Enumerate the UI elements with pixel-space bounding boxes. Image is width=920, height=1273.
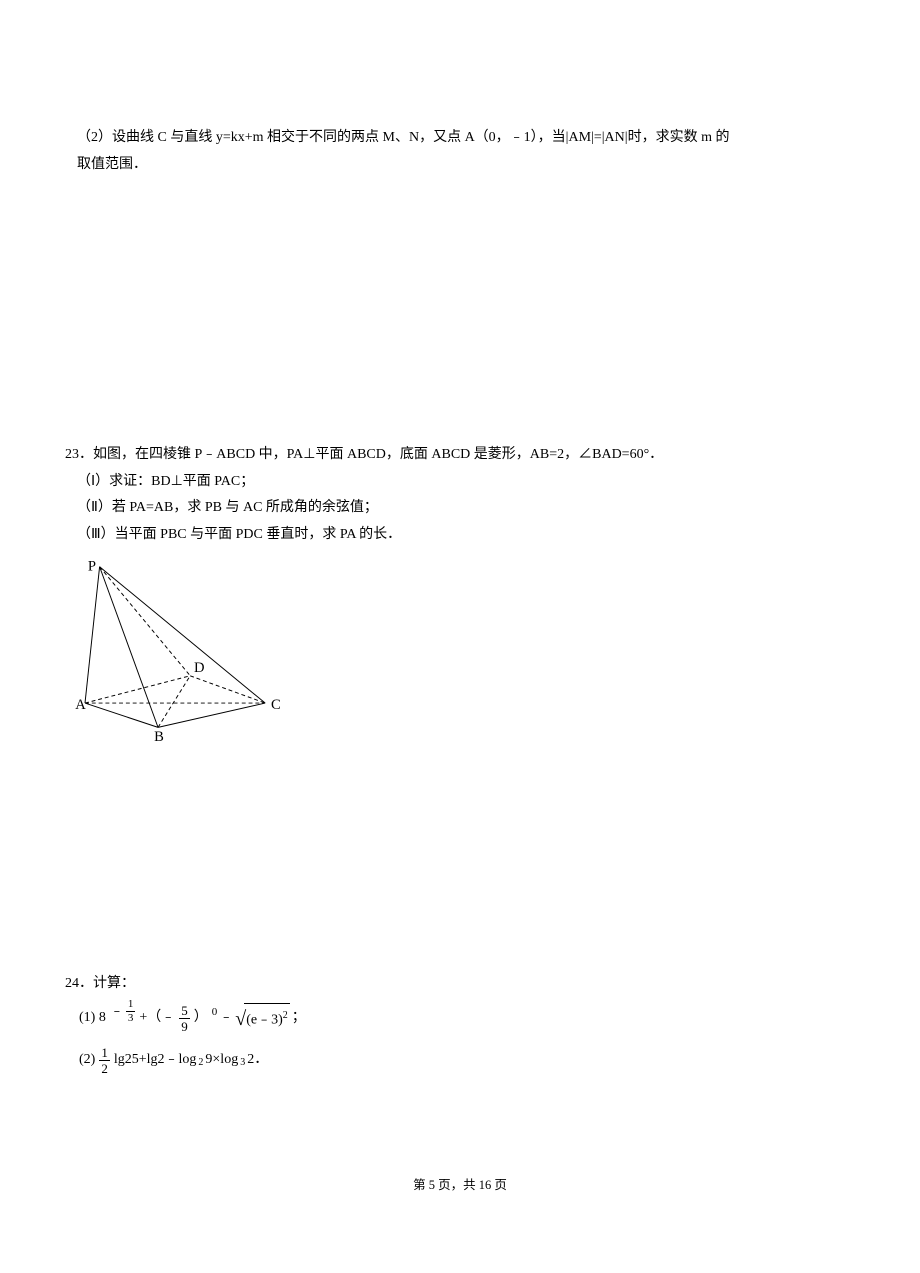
footer-suffix: 页 bbox=[491, 1178, 507, 1192]
exp-frac: 1 3 bbox=[126, 999, 136, 1024]
page-footer: 第 5 页，共 16 页 bbox=[0, 1174, 920, 1193]
exp-frac-den: 3 bbox=[126, 1012, 136, 1024]
svg-text:P: P bbox=[88, 558, 96, 574]
spacer-2 bbox=[65, 756, 855, 971]
p23-part1: （Ⅰ）求证：BD⊥平面 PAC； bbox=[65, 469, 855, 496]
p24-1-sqrt: √ (e﹣3)2 bbox=[235, 1000, 290, 1038]
p24-1-prefix: (1) 8 bbox=[79, 1005, 106, 1032]
p23-intro: 23．如图，在四棱锥 P﹣ABCD 中，PA⊥平面 ABCD，底面 ABCD 是… bbox=[65, 442, 855, 469]
spacer-1 bbox=[65, 182, 855, 442]
problem-23: 23．如图，在四棱锥 P﹣ABCD 中，PA⊥平面 ABCD，底面 ABCD 是… bbox=[65, 442, 855, 752]
sqrt-inner: (e﹣3) bbox=[246, 1013, 283, 1028]
p22-line1: （2）设曲线 C 与直线 y=kx+m 相交于不同的两点 M、N，又点 A（0，… bbox=[65, 125, 855, 152]
problem-24: 24．计算： (1) 8 ﹣ 1 3 +（﹣ 5 9 ） 0 ﹣ √ (e﹣3 bbox=[65, 971, 855, 1082]
pyramid-svg: P A B C D bbox=[75, 557, 280, 742]
p23-part2: （Ⅱ）若 PA=AB，求 PB 与 AC 所成角的余弦值； bbox=[65, 495, 855, 522]
neg-sign: ﹣ bbox=[110, 999, 124, 1026]
footer-prefix: 第 bbox=[413, 1178, 429, 1192]
p22-line2: 取值范围． bbox=[65, 152, 855, 179]
p24-intro: 24．计算： bbox=[65, 971, 855, 998]
page-content: （2）设曲线 C 与直线 y=kx+m 相交于不同的两点 M、N，又点 A（0，… bbox=[0, 0, 920, 1082]
sqrt-exp: 2 bbox=[283, 1010, 288, 1021]
p24-2-sub2: 3 bbox=[240, 1053, 245, 1072]
p24-2-sub1: 2 bbox=[198, 1053, 203, 1072]
svg-text:A: A bbox=[75, 696, 86, 712]
p24-1-semi: ； bbox=[292, 1005, 306, 1032]
p24-2-tail: 2． bbox=[247, 1047, 268, 1074]
p24-part1: (1) 8 ﹣ 1 3 +（﹣ 5 9 ） 0 ﹣ √ (e﹣3)2 bbox=[65, 998, 855, 1040]
svg-text:D: D bbox=[194, 659, 205, 675]
p23-part3: （Ⅲ）当平面 PBC 与平面 PDC 垂直时，求 PA 的长． bbox=[65, 522, 855, 549]
svg-text:C: C bbox=[271, 696, 280, 712]
frac1-den: 2 bbox=[99, 1061, 110, 1075]
footer-total: 16 bbox=[479, 1178, 492, 1192]
p24-1-zero: 0 bbox=[212, 1002, 218, 1023]
p24-2-middle: lg25+lg2﹣log bbox=[114, 1047, 197, 1074]
footer-mid: 页，共 bbox=[435, 1178, 479, 1192]
sqrt-body: (e﹣3)2 bbox=[244, 1003, 290, 1034]
svg-text:B: B bbox=[154, 729, 164, 742]
p24-1-minus: ﹣ bbox=[219, 1005, 233, 1032]
exp-frac-num: 1 bbox=[126, 999, 136, 1012]
p24-2-frac1: 1 2 bbox=[99, 1046, 110, 1075]
p24-part2: (2) 1 2 lg25+lg2﹣log29×log32． bbox=[65, 1040, 855, 1082]
p24-1-exponent: ﹣ 1 3 bbox=[110, 999, 138, 1026]
frac1-num: 1 bbox=[99, 1046, 110, 1061]
pyramid-diagram: P A B C D bbox=[75, 557, 855, 753]
problem-22-part2: （2）设曲线 C 与直线 y=kx+m 相交于不同的两点 M、N，又点 A（0，… bbox=[65, 125, 855, 178]
p24-2-nine: 9×log bbox=[205, 1047, 238, 1074]
p24-2-prefix: (2) bbox=[79, 1047, 95, 1074]
p24-1-close: ） bbox=[194, 1005, 208, 1032]
frac2-den: 9 bbox=[179, 1019, 190, 1033]
frac2-num: 5 bbox=[179, 1004, 190, 1019]
p24-1-plus: +（﹣ bbox=[139, 1005, 175, 1032]
p24-1-frac2: 5 9 bbox=[179, 1004, 190, 1033]
